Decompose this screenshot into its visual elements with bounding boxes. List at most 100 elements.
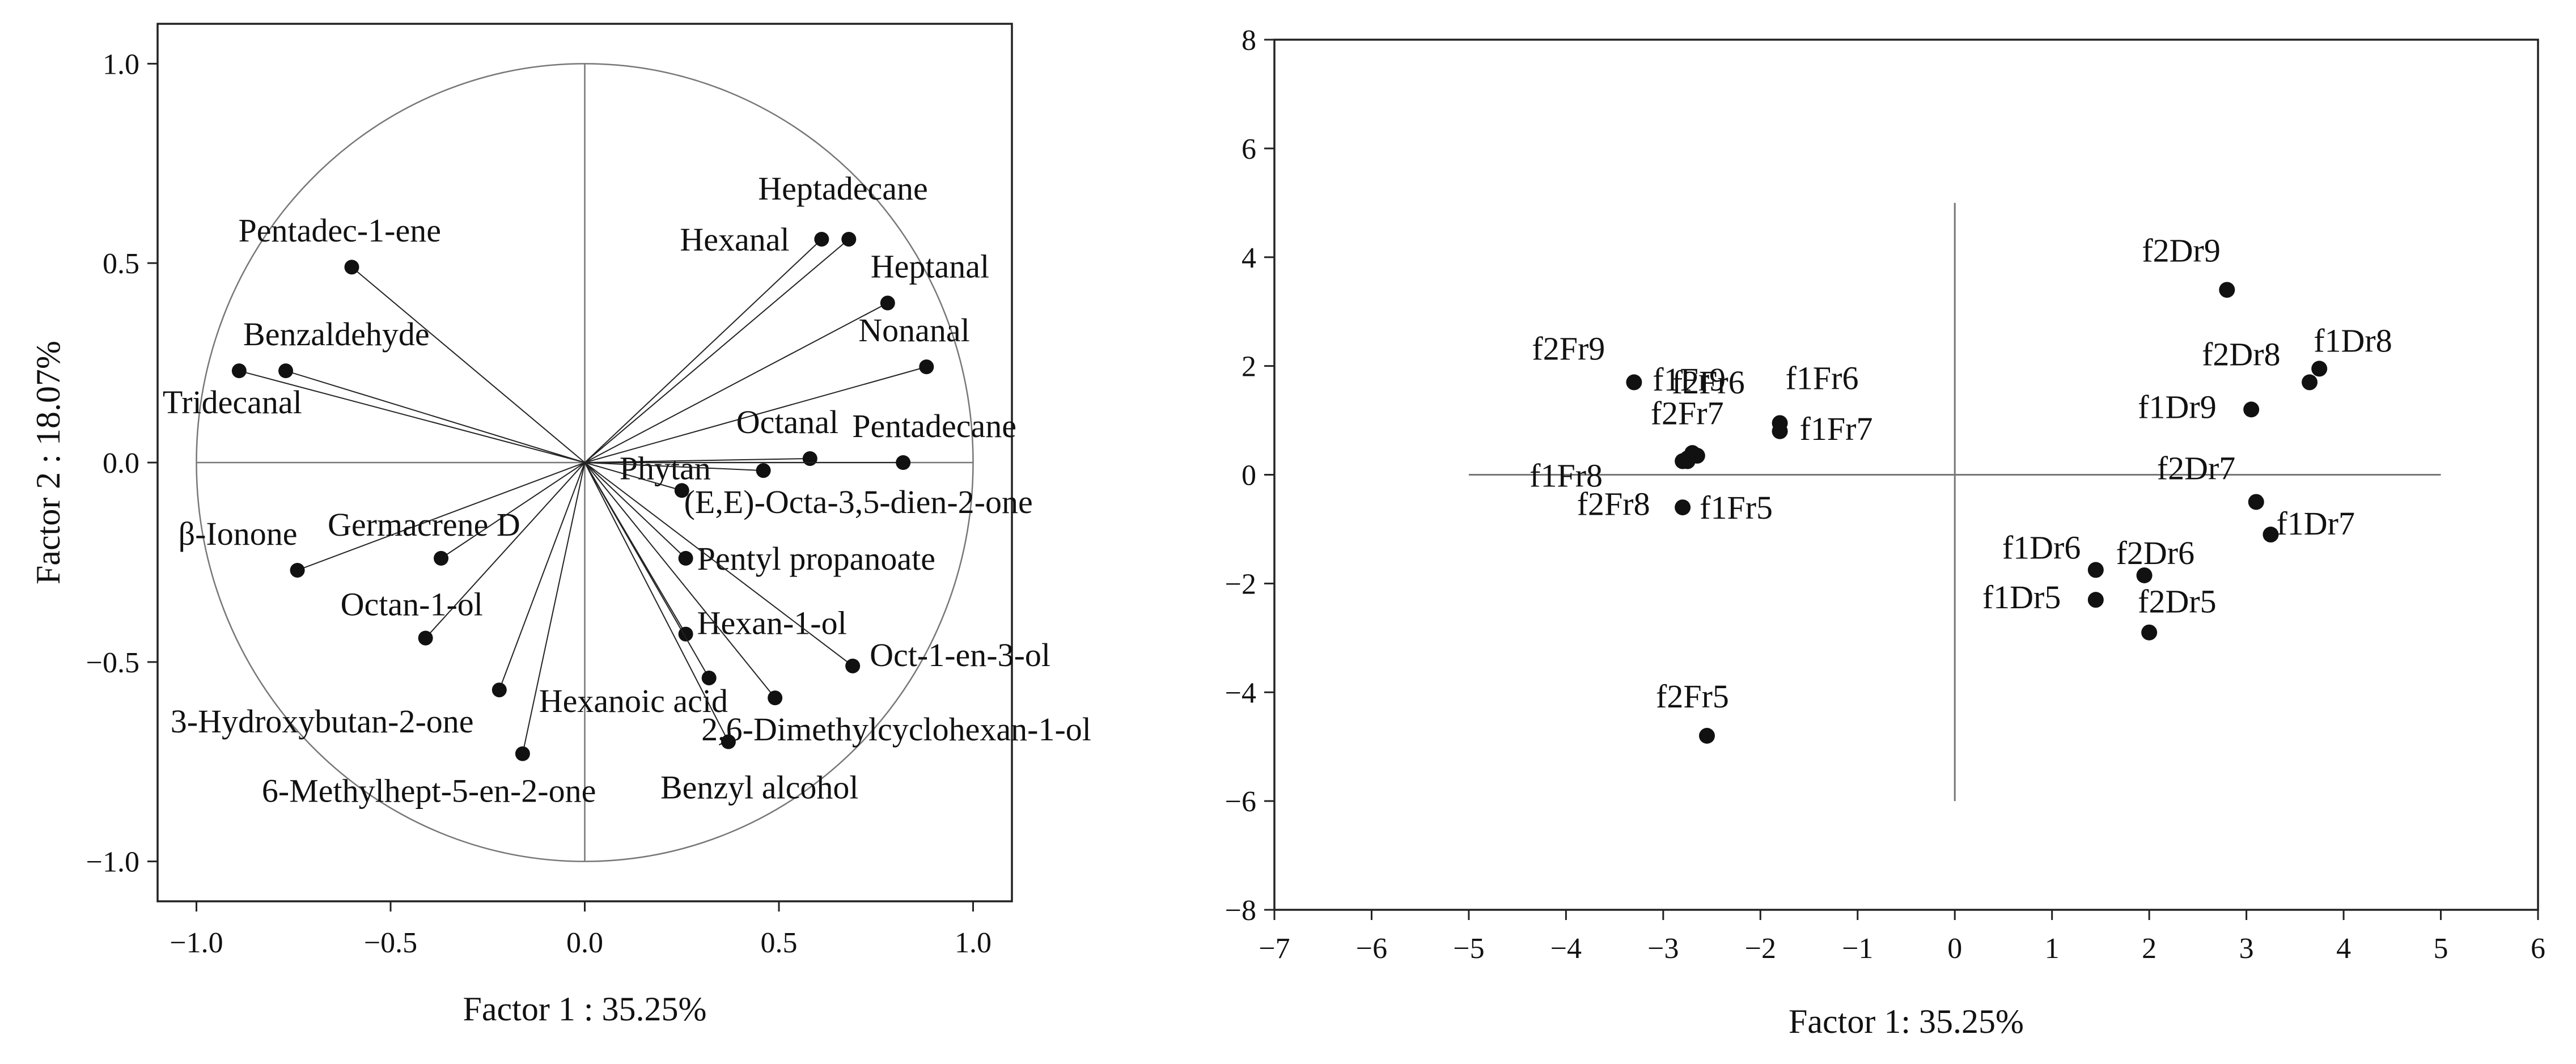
loading-vector	[584, 462, 776, 698]
y-tick-label: −8	[1225, 895, 1256, 927]
y-tick-label: 8	[1242, 24, 1256, 57]
score-label: f1Dr6	[2002, 529, 2081, 566]
score-point	[2219, 282, 2235, 298]
loading-point	[434, 550, 449, 566]
loading-vector	[584, 457, 810, 463]
loading-point	[841, 231, 857, 247]
x-tick-label: −7	[1259, 932, 1290, 965]
score-label: f2Dr9	[2142, 232, 2221, 269]
score-label: f2Dr5	[2138, 583, 2217, 620]
loading-vector	[351, 266, 586, 463]
loading-vector	[522, 462, 586, 754]
loading-label: Hexanoic acid	[539, 683, 728, 719]
score-point	[2243, 401, 2260, 418]
score-label: f2Dr6	[2116, 535, 2195, 571]
loading-vector	[584, 462, 729, 743]
loading-label: Octan-1-ol	[341, 586, 483, 623]
x-tick-label: −2	[1745, 932, 1776, 965]
y-tick-label: 4	[1242, 242, 1256, 274]
score-label: f2Fr9	[1532, 330, 1605, 367]
loading-label: Tridecanal	[163, 384, 302, 421]
y-tick-label: −4	[1225, 677, 1256, 709]
loading-label: Pentadec-1-ene	[239, 212, 441, 249]
x-axis-title: Factor 1 : 35.25%	[463, 990, 707, 1028]
score-point	[2136, 567, 2153, 583]
loading-vector	[584, 366, 927, 463]
loading-label: Hexanal	[680, 221, 789, 258]
y-tick-label: −0.5	[86, 647, 139, 679]
loading-vector	[297, 462, 585, 571]
score-label: f2Fr5	[1656, 678, 1729, 715]
loading-vector	[584, 239, 823, 463]
loading-point	[674, 483, 689, 498]
score-point	[1772, 423, 1788, 439]
loading-label: 6-Methylhept-5-en-2-one	[262, 773, 596, 809]
x-tick-label: −3	[1647, 932, 1679, 965]
score-label: f1Dr8	[2314, 322, 2392, 359]
loading-label: Oct-1-en-3-ol	[870, 637, 1050, 673]
score-label: f1Dr5	[1982, 579, 2061, 616]
x-tick-label: 6	[2531, 932, 2545, 965]
score-point	[1699, 728, 1715, 744]
loading-label: Hexan-1-ol	[697, 605, 847, 642]
loading-vector	[584, 462, 710, 679]
loading-point	[721, 734, 736, 749]
x-tick-label: 1.0	[955, 927, 992, 959]
score-label: f1Dr9	[2138, 388, 2217, 425]
x-tick-label: −4	[1550, 932, 1582, 965]
loading-vector	[584, 462, 853, 667]
score-point	[2248, 494, 2264, 510]
loading-vector	[584, 239, 849, 463]
score-label: f1Dr7	[2276, 505, 2355, 542]
loading-point	[344, 260, 359, 275]
x-tick-label: −1	[1842, 932, 1873, 965]
loading-point	[919, 359, 934, 375]
loading-vector	[584, 462, 687, 559]
y-tick-label: 2	[1242, 351, 1256, 383]
score-label: f2Fr6	[1672, 364, 1745, 401]
x-tick-label: 0.0	[566, 927, 603, 959]
score-point	[2302, 374, 2318, 391]
score-label: f2Dr8	[2202, 336, 2281, 372]
score-label: f1Fr6	[1786, 359, 1859, 396]
y-tick-label: 6	[1242, 133, 1256, 166]
y-tick-label: 0	[1242, 460, 1256, 492]
loading-point	[290, 562, 305, 578]
loading-point	[896, 455, 911, 470]
loading-point	[814, 231, 829, 247]
y-tick-label: −6	[1225, 786, 1256, 818]
y-tick-label: 0.0	[103, 447, 139, 480]
score-point	[1626, 374, 1642, 391]
loading-point	[756, 463, 771, 478]
score-point	[2087, 592, 2104, 608]
loading-point	[678, 550, 693, 566]
y-tick-label: 1.0	[103, 48, 139, 80]
y-tick-label: −2	[1225, 568, 1256, 600]
loading-label: 2,6-Dimethylcyclohexan-1-ol	[701, 711, 1091, 748]
x-tick-label: 2	[2142, 932, 2156, 965]
x-tick-label: −1.0	[170, 927, 223, 959]
loading-label: Benzyl alcohol	[660, 769, 859, 806]
loading-vector	[584, 462, 683, 491]
score-label: f2Dr7	[2157, 450, 2236, 486]
x-tick-label: −6	[1356, 932, 1387, 965]
score-point	[1675, 499, 1691, 516]
score-label: f1Fr8	[1530, 457, 1603, 494]
loading-label: Pentadecane	[852, 408, 1016, 444]
loading-vector	[285, 370, 585, 463]
score-point	[2141, 624, 2158, 641]
score-label: f1Fr7	[1800, 410, 1873, 447]
y-tick-label: −1.0	[86, 846, 139, 879]
loading-vector	[425, 462, 586, 639]
x-tick-label: 4	[2336, 932, 2351, 965]
y-axis-title: Factor 2 : 18.07%	[29, 341, 67, 584]
score-point	[1679, 453, 1696, 469]
score-label: f2Fr7	[1651, 395, 1724, 432]
score-label: f2Fr8	[1577, 486, 1650, 523]
loading-point	[701, 670, 717, 685]
scores-chart: −7 −6 −5 −4 −3 −2 −1 0 1 2 3 4 5 6 −8 −6 −4 −2 0 2 4 6 8 Factor…	[1225, 24, 2545, 1040]
loading-label: (E,E)-Octa-3,5-dien-2-one	[684, 484, 1033, 520]
loading-vector	[498, 462, 586, 690]
